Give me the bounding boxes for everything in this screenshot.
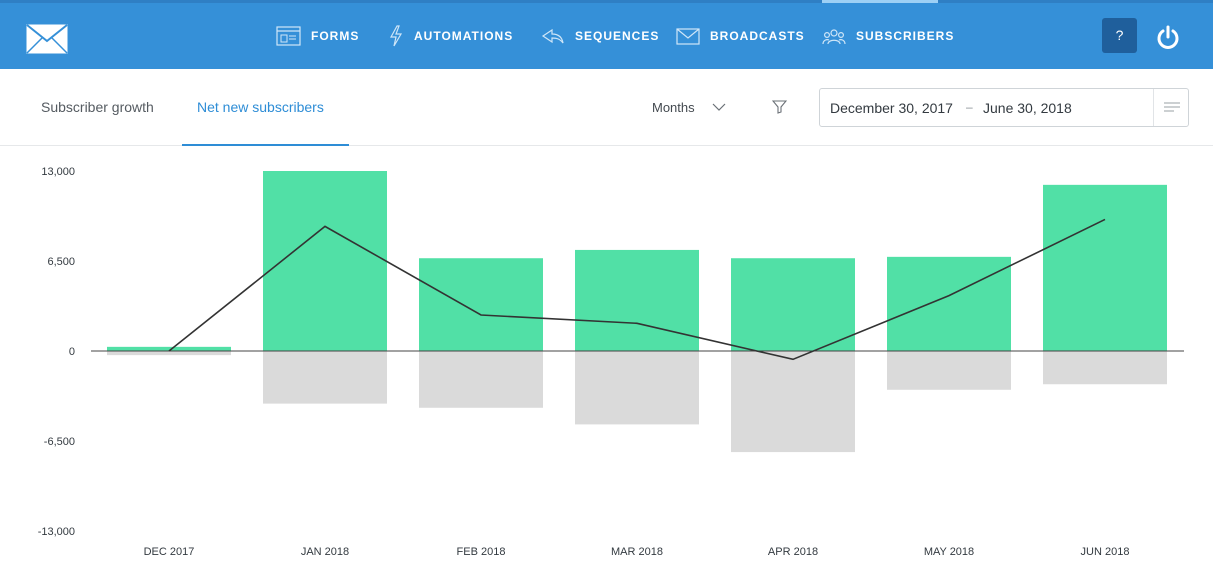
bar-positive	[1043, 184, 1167, 351]
date-range-separator: –	[966, 100, 973, 114]
y-tick-label: 6,500	[47, 256, 75, 268]
nav-item-forms[interactable]: FORMS	[276, 3, 359, 69]
y-tick-label: -6,500	[44, 436, 75, 448]
sequences-icon	[541, 28, 564, 44]
tab-subscriber-growth[interactable]: Subscriber growth	[41, 99, 154, 115]
y-tick-label: 13,000	[41, 166, 75, 178]
date-range-start: December 30, 2017	[830, 100, 953, 116]
x-tick-label: MAY 2018	[924, 546, 974, 558]
y-tick-label: -13,000	[38, 526, 75, 538]
bar-positive	[731, 258, 855, 351]
period-select[interactable]: Months	[652, 100, 695, 115]
tab-net-new-subscribers[interactable]: Net new subscribers	[197, 99, 324, 115]
bar-positive	[419, 258, 543, 351]
chevron-down-icon[interactable]	[712, 102, 726, 112]
nav-label-sequences: SEQUENCES	[575, 29, 660, 43]
bar-negative	[575, 351, 699, 425]
x-tick-label: DEC 2017	[144, 546, 195, 558]
bar-negative	[731, 351, 855, 453]
forms-icon	[276, 26, 301, 46]
nav-item-broadcasts[interactable]: BROADCASTS	[676, 3, 805, 69]
bar-positive	[263, 171, 387, 351]
bar-positive	[575, 249, 699, 351]
date-menu-button[interactable]	[1153, 89, 1189, 126]
nav-item-automations[interactable]: AUTOMATIONS	[388, 3, 513, 69]
power-icon[interactable]	[1155, 25, 1181, 51]
nav-item-sequences[interactable]: SEQUENCES	[540, 3, 659, 69]
people-icon	[822, 28, 846, 44]
nav-label-automations: AUTOMATIONS	[414, 29, 514, 43]
net-subscribers-chart: 13,000 6,500 0 -6,500 -13,000 DEC 2017 JAN 201…	[38, 166, 1184, 558]
active-tab-underline	[182, 144, 349, 146]
bar-negative	[263, 351, 387, 404]
mail-logo-icon[interactable]	[26, 24, 68, 54]
date-range-picker[interactable]: December 30, 2017 – June 30, 2018	[819, 88, 1189, 127]
nav-label-subscribers: SUBSCRIBERS	[856, 29, 955, 43]
net-change-line	[168, 218, 1106, 361]
nav-label-broadcasts: BROADCASTS	[710, 29, 805, 43]
top-nav-bar: FORMS AUTOMATIONS SEQUENCES BROADCASTS S…	[0, 0, 1213, 69]
bar-negative	[887, 351, 1011, 390]
x-tick-label: JUN 2018	[1081, 546, 1130, 558]
bar-positive	[107, 346, 231, 351]
report-toolbar	[0, 69, 1213, 146]
x-tick-label: MAR 2018	[611, 546, 663, 558]
y-tick-label: 0	[69, 346, 75, 358]
nav-label-forms: FORMS	[311, 29, 360, 43]
date-range-end: June 30, 2018	[983, 100, 1072, 116]
x-tick-label: JAN 2018	[301, 546, 349, 558]
active-nav-indicator	[822, 0, 938, 3]
filter-icon[interactable]	[772, 99, 787, 115]
menu-lines-icon	[1164, 102, 1180, 112]
bar-positive	[887, 256, 1011, 351]
lightning-icon	[389, 25, 403, 47]
bar-negative	[107, 351, 231, 356]
nav-item-subscribers[interactable]: SUBSCRIBERS	[822, 3, 954, 69]
bar-negative	[419, 351, 543, 408]
help-button[interactable]: ?	[1102, 18, 1137, 53]
envelope-icon	[676, 27, 700, 45]
x-tick-label: FEB 2018	[457, 546, 506, 558]
bar-negative	[1043, 351, 1167, 385]
x-tick-label: APR 2018	[768, 546, 818, 558]
